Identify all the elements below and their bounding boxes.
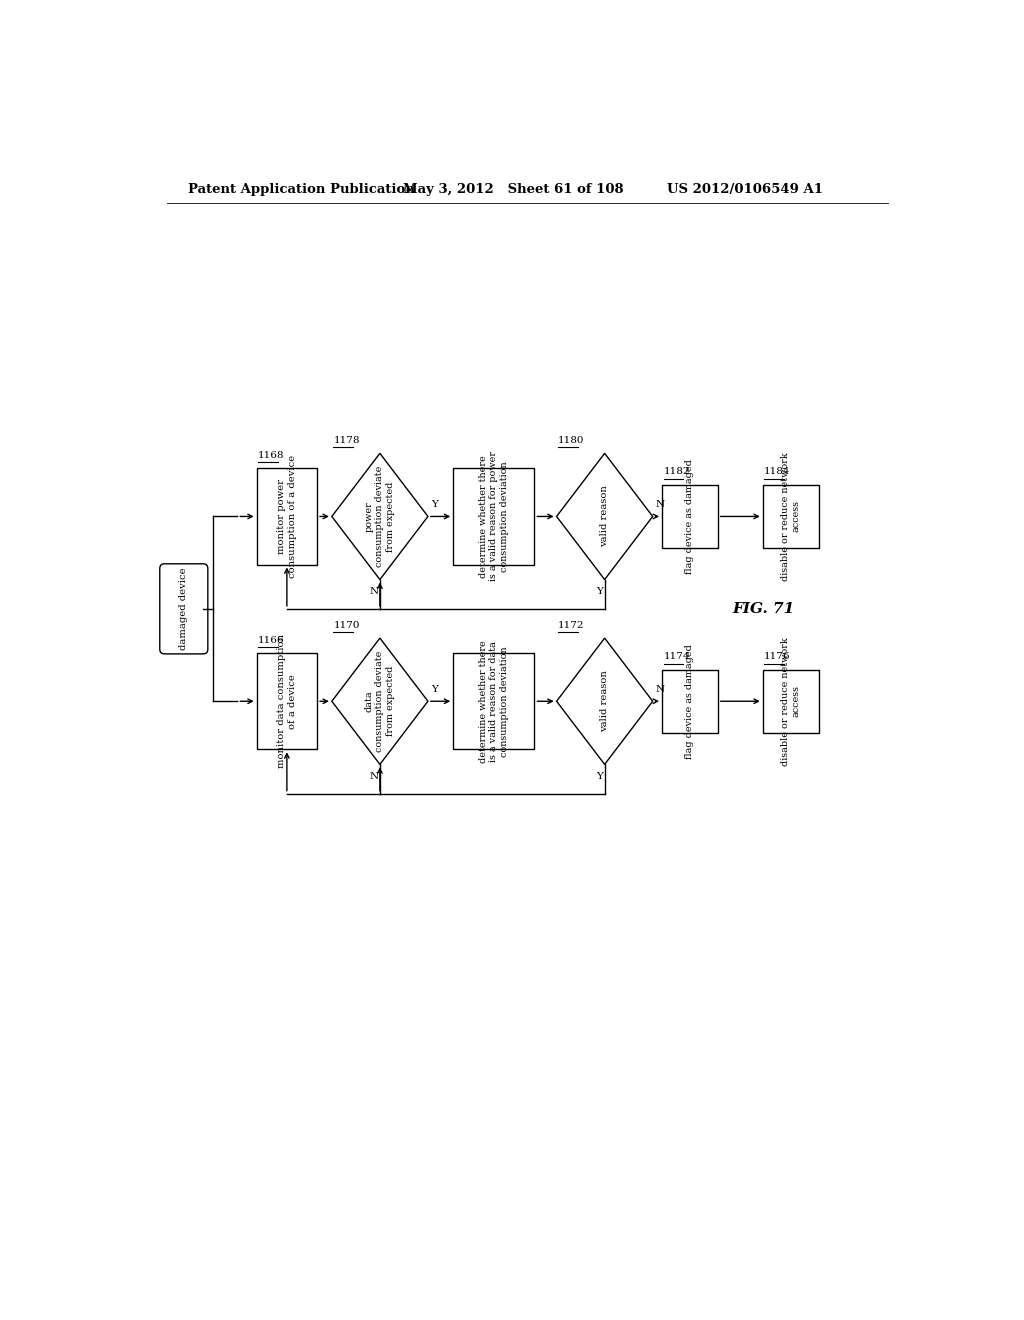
Text: 1174: 1174 [664,652,690,661]
Text: determine whether there
is a valid reason for power
consumption deviation: determine whether there is a valid reaso… [479,451,509,581]
Text: disable or reduce network
access: disable or reduce network access [781,451,801,581]
FancyBboxPatch shape [662,669,718,733]
Text: flag device as damaged: flag device as damaged [685,644,694,759]
Text: Patent Application Publication: Patent Application Publication [188,183,415,197]
Text: Y: Y [596,772,603,781]
Polygon shape [332,638,428,764]
Text: US 2012/0106549 A1: US 2012/0106549 A1 [667,183,822,197]
Polygon shape [557,453,652,579]
FancyBboxPatch shape [453,469,535,565]
Text: Y: Y [596,587,603,597]
Text: N: N [370,772,379,781]
Text: 1182: 1182 [664,467,690,477]
Text: damaged device: damaged device [179,568,188,651]
FancyBboxPatch shape [763,484,818,548]
Text: Y: Y [431,500,438,508]
FancyBboxPatch shape [763,669,818,733]
Text: monitor power
consumption of a device: monitor power consumption of a device [278,455,297,578]
FancyBboxPatch shape [453,653,535,750]
Text: power
consumption deviate
from expected: power consumption deviate from expected [365,466,395,568]
Text: flag device as damaged: flag device as damaged [685,459,694,574]
Text: disable or reduce network
access: disable or reduce network access [781,636,801,766]
Text: 1184: 1184 [764,467,791,477]
Text: Y: Y [431,685,438,693]
Text: May 3, 2012   Sheet 61 of 108: May 3, 2012 Sheet 61 of 108 [403,183,624,197]
FancyBboxPatch shape [160,564,208,653]
FancyBboxPatch shape [257,653,317,750]
Text: 1168: 1168 [258,451,285,459]
Text: 1176: 1176 [764,652,791,661]
Text: data
consumption deviate
from expected: data consumption deviate from expected [365,651,395,752]
Text: 1180: 1180 [558,436,585,445]
Polygon shape [332,453,428,579]
Text: N: N [370,587,379,597]
Text: valid reason: valid reason [600,486,609,548]
Text: 1172: 1172 [558,620,585,630]
Text: N: N [655,685,665,693]
Text: determine whether there
is a valid reason for data
consumption deviation: determine whether there is a valid reaso… [479,640,509,763]
Text: monitor data consumption
of a device: monitor data consumption of a device [278,634,297,768]
Text: FIG. 71: FIG. 71 [732,602,795,616]
Text: 1170: 1170 [334,620,359,630]
FancyBboxPatch shape [662,484,718,548]
Text: valid reason: valid reason [600,671,609,733]
Text: N: N [655,500,665,508]
Text: 1166: 1166 [258,636,285,644]
FancyBboxPatch shape [257,469,317,565]
Text: 1178: 1178 [334,436,359,445]
Polygon shape [557,638,652,764]
